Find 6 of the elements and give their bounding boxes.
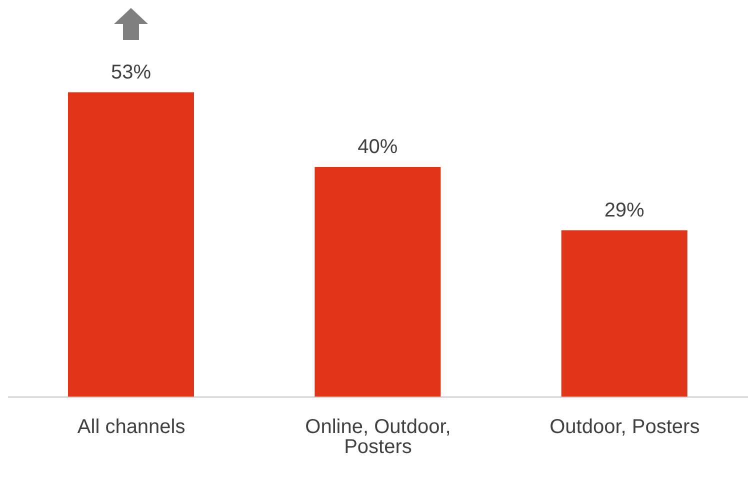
x-tick-label: All channels	[77, 416, 186, 438]
x-tick-label: Outdoor, Posters	[550, 416, 700, 438]
x-tick-label: Online, Outdoor, Posters	[305, 416, 451, 458]
data-label: 53%	[110, 61, 152, 84]
data-label: 40%	[358, 136, 398, 158]
data-label: 29%	[604, 199, 645, 222]
